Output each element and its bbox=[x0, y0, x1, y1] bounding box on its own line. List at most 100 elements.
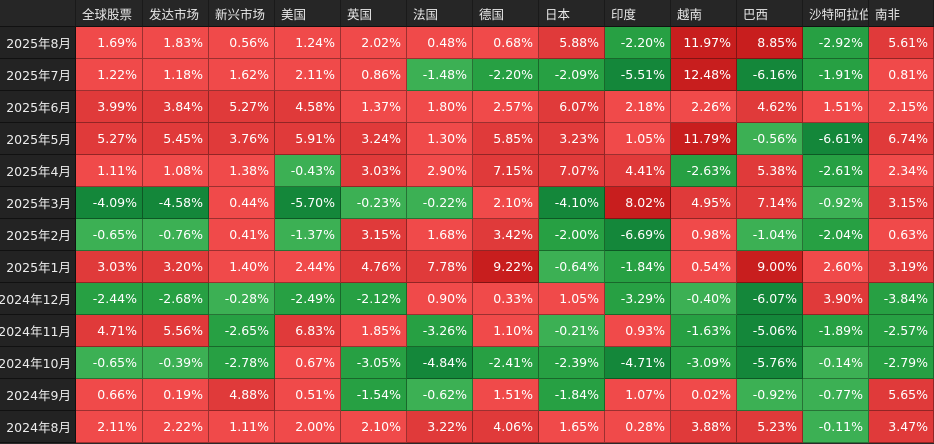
column-header: 沙特阿拉伯 bbox=[803, 0, 869, 27]
heatmap-cell: 5.27% bbox=[76, 123, 143, 155]
heatmap-cell: 3.84% bbox=[143, 91, 209, 123]
heatmap-cell: 5.23% bbox=[737, 411, 803, 443]
heatmap-cell: 9.00% bbox=[737, 251, 803, 283]
heatmap-cell: 0.54% bbox=[671, 251, 737, 283]
heatmap-cell: 2.90% bbox=[407, 155, 473, 187]
column-header: 巴西 bbox=[737, 0, 803, 27]
row-label: 2025年8月 bbox=[0, 27, 76, 59]
heatmap-cell: 4.41% bbox=[605, 155, 671, 187]
heatmap-cell: 0.98% bbox=[671, 219, 737, 251]
heatmap-cell: 1.08% bbox=[143, 155, 209, 187]
heatmap-cell: -1.89% bbox=[803, 315, 869, 347]
heatmap-cell: 4.88% bbox=[209, 379, 275, 411]
heatmap-cell: 0.81% bbox=[869, 59, 934, 91]
row-label: 2025年1月 bbox=[0, 251, 76, 283]
heatmap-cell: 2.15% bbox=[869, 91, 934, 123]
heatmap-cell: 4.76% bbox=[341, 251, 407, 283]
heatmap-cell: 3.23% bbox=[539, 123, 605, 155]
heatmap-cell: 5.61% bbox=[869, 27, 934, 59]
column-header: 全球股票 bbox=[76, 0, 143, 27]
heatmap-cell: 12.48% bbox=[671, 59, 737, 91]
heatmap-cell: 1.30% bbox=[407, 123, 473, 155]
heatmap-cell: -3.05% bbox=[341, 347, 407, 379]
heatmap-cell: 5.65% bbox=[869, 379, 934, 411]
heatmap-cell: -5.76% bbox=[737, 347, 803, 379]
column-header: 美国 bbox=[275, 0, 341, 27]
heatmap-cell: -2.44% bbox=[76, 283, 143, 315]
column-header: 印度 bbox=[605, 0, 671, 27]
heatmap-cell: -0.92% bbox=[737, 379, 803, 411]
heatmap-cell: 4.95% bbox=[671, 187, 737, 219]
heatmap-cell: -6.07% bbox=[737, 283, 803, 315]
heatmap-cell: 1.85% bbox=[341, 315, 407, 347]
heatmap-cell: -3.84% bbox=[869, 283, 934, 315]
column-header: 日本 bbox=[539, 0, 605, 27]
heatmap-cell: 3.42% bbox=[473, 219, 539, 251]
heatmap-cell: 1.62% bbox=[209, 59, 275, 91]
heatmap-cell: -6.16% bbox=[737, 59, 803, 91]
heatmap-cell: 11.97% bbox=[671, 27, 737, 59]
heatmap-cell: -2.20% bbox=[473, 59, 539, 91]
heatmap-cell: 0.19% bbox=[143, 379, 209, 411]
heatmap-cell: -1.04% bbox=[737, 219, 803, 251]
row-label: 2024年10月 bbox=[0, 347, 76, 379]
heatmap-cell: -0.92% bbox=[803, 187, 869, 219]
heatmap-cell: 4.06% bbox=[473, 411, 539, 443]
heatmap-cell: 7.07% bbox=[539, 155, 605, 187]
heatmap-cell: -0.14% bbox=[803, 347, 869, 379]
heatmap-cell: -5.70% bbox=[275, 187, 341, 219]
heatmap-cell: 3.47% bbox=[869, 411, 934, 443]
heatmap-cell: 2.26% bbox=[671, 91, 737, 123]
heatmap-cell: -0.11% bbox=[803, 411, 869, 443]
heatmap-cell: 3.15% bbox=[869, 187, 934, 219]
heatmap-cell: 3.90% bbox=[803, 283, 869, 315]
heatmap-cell: -2.78% bbox=[209, 347, 275, 379]
heatmap-cell: 1.05% bbox=[605, 123, 671, 155]
heatmap-cell: 5.27% bbox=[209, 91, 275, 123]
heatmap-cell: -2.41% bbox=[473, 347, 539, 379]
heatmap-cell: -0.43% bbox=[275, 155, 341, 187]
heatmap-cell: 7.15% bbox=[473, 155, 539, 187]
heatmap-cell: -0.76% bbox=[143, 219, 209, 251]
heatmap-cell: -2.57% bbox=[869, 315, 934, 347]
heatmap-cell: -2.00% bbox=[539, 219, 605, 251]
heatmap-cell: 1.11% bbox=[76, 155, 143, 187]
heatmap-cell: 1.80% bbox=[407, 91, 473, 123]
heatmap-cell: -0.21% bbox=[539, 315, 605, 347]
heatmap-cell: 7.78% bbox=[407, 251, 473, 283]
heatmap-cell: 3.15% bbox=[341, 219, 407, 251]
row-label: 2025年3月 bbox=[0, 187, 76, 219]
heatmap-cell: 0.86% bbox=[341, 59, 407, 91]
row-label: 2025年5月 bbox=[0, 123, 76, 155]
heatmap-cell: 2.02% bbox=[341, 27, 407, 59]
heatmap-cell: -0.62% bbox=[407, 379, 473, 411]
heatmap-cell: -2.92% bbox=[803, 27, 869, 59]
row-label: 2025年7月 bbox=[0, 59, 76, 91]
row-label: 2024年12月 bbox=[0, 283, 76, 315]
heatmap-cell: -2.65% bbox=[209, 315, 275, 347]
heatmap-cell: 0.41% bbox=[209, 219, 275, 251]
heatmap-cell: -1.48% bbox=[407, 59, 473, 91]
heatmap-cell: 0.67% bbox=[275, 347, 341, 379]
heatmap-cell: 2.11% bbox=[275, 59, 341, 91]
column-header: 英国 bbox=[341, 0, 407, 27]
heatmap-cell: 1.11% bbox=[209, 411, 275, 443]
heatmap-cell: 3.20% bbox=[143, 251, 209, 283]
heatmap-cell: 1.51% bbox=[473, 379, 539, 411]
heatmap-cell: 3.99% bbox=[76, 91, 143, 123]
heatmap-cell: -1.54% bbox=[341, 379, 407, 411]
heatmap-cell: 1.18% bbox=[143, 59, 209, 91]
heatmap-cell: 4.58% bbox=[275, 91, 341, 123]
row-label: 2024年9月 bbox=[0, 379, 76, 411]
heatmap-cell: -1.84% bbox=[539, 379, 605, 411]
heatmap-cell: -1.63% bbox=[671, 315, 737, 347]
heatmap-cell: 5.91% bbox=[275, 123, 341, 155]
heatmap-cell: -0.64% bbox=[539, 251, 605, 283]
heatmap-cell: -4.71% bbox=[605, 347, 671, 379]
heatmap-cell: 2.44% bbox=[275, 251, 341, 283]
heatmap-cell: -1.84% bbox=[605, 251, 671, 283]
heatmap-cell: -2.61% bbox=[803, 155, 869, 187]
heatmap-cell: -0.65% bbox=[76, 219, 143, 251]
heatmap-cell: 1.22% bbox=[76, 59, 143, 91]
heatmap-cell: -2.79% bbox=[869, 347, 934, 379]
